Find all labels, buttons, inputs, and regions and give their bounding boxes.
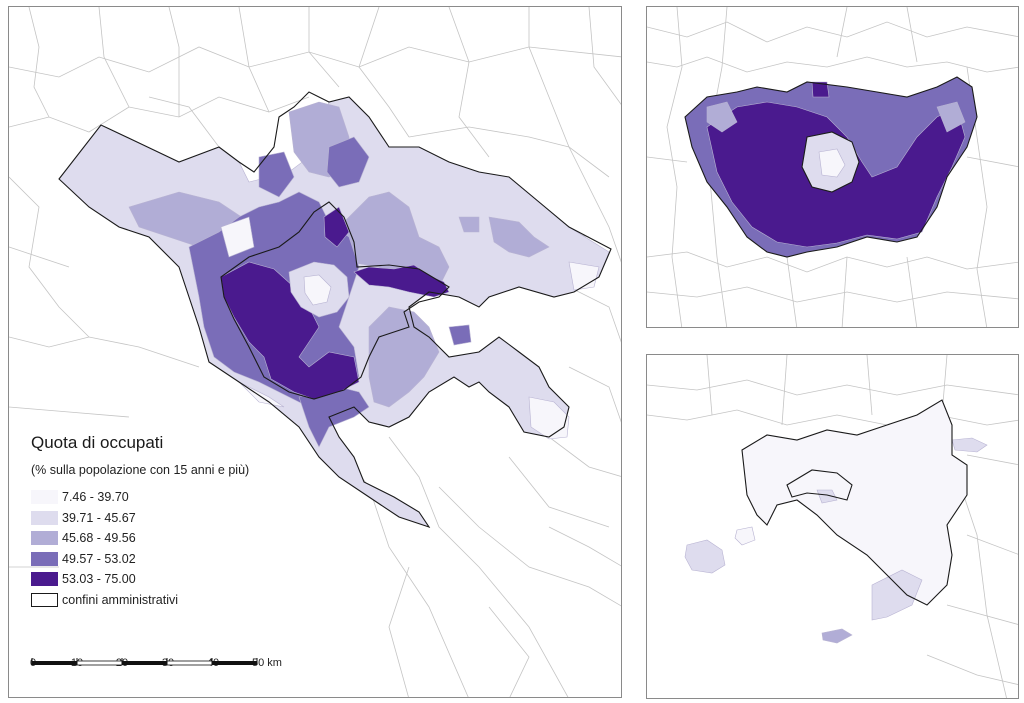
scale-bar: 0 10 20 30 40 50 km (30, 657, 293, 697)
legend-subtitle: (% sulla popolazione con 15 anni e più) (31, 463, 250, 477)
legend-item: 45.68 - 49.56 (31, 528, 331, 549)
main-map-panel[interactable]: Quota di occupati (% sulla popolazione c… (8, 6, 622, 698)
inset-map-naples-graphic (647, 355, 1018, 698)
background-municipal-boundaries (647, 355, 1018, 698)
choropleth-zones (58, 96, 610, 528)
rome-municipality-boundary (220, 201, 450, 400)
legend-swatch (31, 531, 58, 546)
legend-swatch (31, 572, 58, 587)
map-legend: Quota di occupati (% sulla popolazione c… (31, 433, 331, 610)
legend-item: 39.71 - 45.67 (31, 508, 331, 529)
main-map (9, 7, 621, 697)
choropleth-zones (684, 76, 978, 258)
legend-title: Quota di occupati (31, 433, 164, 452)
legend-item: 7.46 - 39.70 (31, 487, 331, 508)
legend-swatch-outline (31, 592, 58, 607)
choropleth-zones (684, 399, 988, 644)
province-boundary (58, 91, 612, 529)
metro-boundary (741, 399, 968, 606)
legend-swatch (31, 551, 58, 566)
inset-map-milan-graphic (647, 7, 1018, 327)
scale-bar-graphic (31, 658, 258, 666)
legend-item: 53.03 - 75.00 (31, 569, 331, 590)
legend-label: 49.57 - 53.02 (62, 551, 136, 566)
legend-label: 53.03 - 75.00 (62, 572, 136, 587)
legend-label: confini amministrativi (62, 592, 179, 607)
legend-label: 39.71 - 45.67 (62, 510, 136, 525)
inset-map-naples[interactable] (646, 354, 1019, 699)
legend-swatch (31, 490, 58, 505)
background-municipal-boundaries (9, 7, 621, 697)
legend-item-boundary: confini amministrativi (31, 590, 331, 611)
city-boundary (786, 469, 853, 501)
inset-map-milan[interactable] (646, 6, 1019, 328)
background-municipal-boundaries (647, 7, 1018, 327)
legend-label: 7.46 - 39.70 (62, 490, 129, 505)
city-boundary (801, 131, 860, 193)
scale-tick-label: 50 km (252, 657, 282, 669)
legend-swatch (31, 510, 58, 525)
legend-label: 45.68 - 49.56 (62, 531, 136, 546)
metro-boundary (684, 76, 978, 258)
legend-item: 49.57 - 53.02 (31, 549, 331, 570)
